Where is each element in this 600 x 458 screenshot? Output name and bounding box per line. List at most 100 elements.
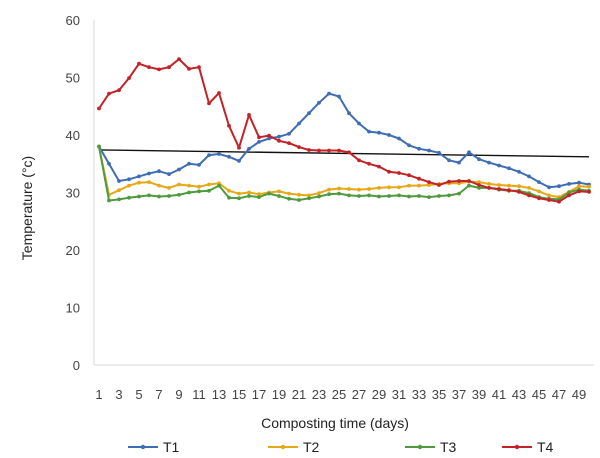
data-point bbox=[487, 186, 491, 190]
data-point bbox=[347, 150, 351, 155]
data-point bbox=[187, 183, 191, 188]
data-point bbox=[117, 188, 121, 193]
data-point bbox=[437, 183, 441, 187]
data-point bbox=[187, 190, 191, 195]
x-tick-label: 3 bbox=[115, 387, 122, 402]
data-point bbox=[157, 183, 161, 188]
x-tick-label: 35 bbox=[432, 387, 446, 402]
data-point bbox=[567, 193, 571, 198]
data-point bbox=[437, 150, 441, 155]
data-point bbox=[487, 160, 491, 165]
data-point bbox=[527, 186, 531, 190]
data-point bbox=[227, 195, 231, 200]
y-tick-label: 30 bbox=[66, 186, 80, 201]
data-point bbox=[437, 194, 441, 198]
x-tick-label: 33 bbox=[412, 387, 426, 402]
data-point bbox=[217, 183, 221, 188]
data-point bbox=[447, 179, 451, 184]
data-point bbox=[197, 65, 201, 70]
y-axis-ticks: 0 10 20 30 40 50 60 bbox=[66, 13, 80, 373]
legend-swatch-marker bbox=[280, 444, 286, 450]
data-point bbox=[297, 192, 301, 197]
data-point bbox=[537, 196, 541, 201]
data-point bbox=[317, 194, 321, 199]
data-point bbox=[527, 174, 531, 179]
data-point bbox=[327, 91, 331, 96]
data-point bbox=[537, 180, 541, 185]
data-point bbox=[107, 161, 111, 166]
data-point bbox=[217, 152, 221, 156]
data-point bbox=[107, 91, 111, 96]
data-point bbox=[467, 179, 471, 183]
data-point bbox=[177, 182, 181, 187]
x-tick-label: 5 bbox=[135, 387, 142, 402]
data-point bbox=[207, 101, 211, 106]
y-tick-label: 60 bbox=[66, 13, 80, 28]
data-point bbox=[467, 150, 471, 155]
x-tick-label: 9 bbox=[175, 387, 182, 402]
data-point bbox=[367, 193, 371, 198]
y-tick-label: 20 bbox=[66, 243, 80, 258]
data-point bbox=[267, 191, 271, 196]
data-point bbox=[577, 189, 581, 194]
data-point bbox=[147, 65, 151, 70]
data-point bbox=[557, 184, 561, 189]
data-point bbox=[317, 148, 321, 153]
x-tick-label: 47 bbox=[552, 387, 566, 402]
x-tick-label: 41 bbox=[492, 387, 506, 402]
data-point bbox=[167, 172, 171, 177]
data-point bbox=[387, 194, 391, 198]
data-point bbox=[237, 196, 241, 201]
data-point bbox=[477, 180, 481, 185]
data-point bbox=[547, 198, 551, 202]
data-point bbox=[507, 188, 511, 193]
data-point bbox=[357, 187, 361, 192]
data-point bbox=[477, 186, 481, 190]
y-axis-title: Temperature (°c) bbox=[19, 156, 35, 260]
x-tick-label: 39 bbox=[472, 387, 486, 402]
data-point bbox=[237, 145, 241, 150]
data-point bbox=[137, 61, 141, 66]
data-point bbox=[277, 194, 281, 198]
data-point bbox=[517, 169, 521, 174]
data-point bbox=[217, 91, 221, 95]
data-point bbox=[247, 194, 251, 198]
data-point bbox=[467, 183, 471, 188]
x-axis-title: Composting time (days) bbox=[261, 415, 409, 431]
legend-swatch-marker bbox=[417, 444, 423, 450]
data-point bbox=[317, 191, 321, 196]
data-point bbox=[297, 121, 301, 126]
legend: T1 T2 T3 T4 bbox=[128, 439, 554, 455]
data-point bbox=[367, 187, 371, 191]
data-point bbox=[407, 143, 411, 148]
data-point bbox=[497, 163, 501, 168]
data-point bbox=[427, 183, 431, 187]
data-point bbox=[247, 146, 251, 151]
data-point bbox=[147, 193, 151, 198]
data-point bbox=[387, 169, 391, 174]
data-point bbox=[587, 190, 591, 194]
data-point bbox=[267, 133, 271, 138]
data-point bbox=[387, 133, 391, 137]
x-tick-label: 1 bbox=[95, 387, 102, 402]
y-tick-label: 40 bbox=[66, 128, 80, 143]
data-point bbox=[397, 193, 401, 198]
data-point bbox=[357, 158, 361, 163]
data-point bbox=[427, 148, 431, 153]
data-point bbox=[127, 195, 131, 200]
x-tick-label: 29 bbox=[372, 387, 386, 402]
data-point bbox=[157, 169, 161, 174]
data-point bbox=[207, 182, 211, 187]
data-point bbox=[377, 194, 381, 199]
data-point bbox=[327, 192, 331, 197]
data-point bbox=[277, 189, 281, 194]
x-tick-label: 27 bbox=[352, 387, 366, 402]
x-tick-label: 31 bbox=[392, 387, 406, 402]
legend-label: T1 bbox=[163, 439, 180, 455]
x-axis-ticks: 1 3 5 7 9 11 13 15 17 19 21 23 25 27 29 31 33 35 37 39 41 43 4… bbox=[95, 387, 586, 402]
data-point bbox=[257, 192, 261, 197]
data-point bbox=[107, 198, 111, 203]
data-point bbox=[97, 106, 101, 111]
data-point bbox=[257, 140, 261, 144]
